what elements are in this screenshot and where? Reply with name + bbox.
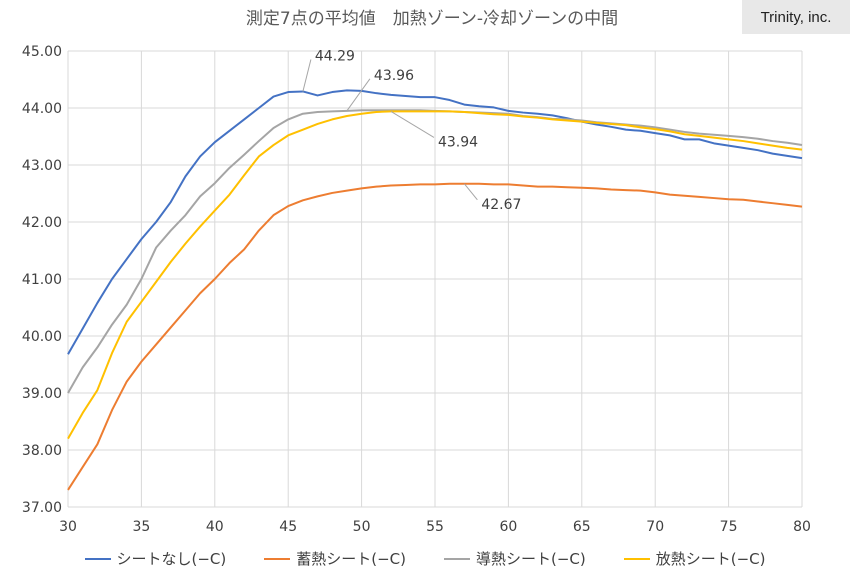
legend-item: 蓄熱シート(−C) <box>264 548 406 569</box>
y-tick-label: 42.00 <box>22 215 62 231</box>
legend-label: 放熱シート(−C) <box>655 550 766 568</box>
y-tick-label: 41.00 <box>22 272 62 288</box>
series-line-4 <box>67 110 803 440</box>
legend-swatch <box>444 557 470 560</box>
x-tick-label: 60 <box>499 519 517 535</box>
x-tick-label: 50 <box>353 519 371 535</box>
data-label: 43.96 <box>374 68 414 84</box>
x-tick-label: 80 <box>793 519 811 535</box>
data-label-leader <box>346 78 371 112</box>
legend-label: シートなし(−C) <box>116 550 227 568</box>
y-tick-label: 37.00 <box>22 500 62 516</box>
data-label-leader <box>463 183 478 201</box>
x-tick-label: 35 <box>132 519 150 535</box>
y-tick-label: 39.00 <box>22 386 62 402</box>
x-tick-label: 70 <box>646 519 664 535</box>
legend-item: シートなし(−C) <box>84 548 227 569</box>
series-line-2 <box>67 182 803 491</box>
data-label-leader <box>390 110 435 138</box>
x-tick-label: 45 <box>279 519 297 535</box>
legend-label: 蓄熱シート(−C) <box>296 550 406 568</box>
data-label: 44.29 <box>315 48 355 64</box>
data-label: 42.67 <box>481 197 521 213</box>
y-tick-label: 45.00 <box>22 44 62 60</box>
x-tick-label: 40 <box>206 519 224 535</box>
legend-swatch <box>623 557 650 560</box>
x-tick-label: 65 <box>573 519 591 535</box>
legend-item: 導熱シート(−C) <box>444 548 586 569</box>
x-tick-label: 55 <box>426 519 444 535</box>
legend-swatch <box>84 557 111 560</box>
data-label-leader <box>302 59 312 92</box>
chart-legend: シートなし(−C) 蓄熱シート(−C) 導熱シート(−C) 放熱シート(−C) <box>0 548 850 569</box>
legend-swatch <box>264 557 291 560</box>
data-label: 43.94 <box>438 134 478 150</box>
brand-badge: Trinity, inc. <box>742 0 850 34</box>
chart-title: 測定7点の平均値 加熱ゾーン-冷却ゾーンの中間 <box>246 9 618 29</box>
y-tick-label: 44.00 <box>22 101 62 117</box>
legend-label: 導熱シート(−C) <box>476 550 586 568</box>
series-line-1 <box>67 89 803 355</box>
x-tick-label: 30 <box>59 519 77 535</box>
x-tick-label: 75 <box>720 519 738 535</box>
y-tick-label: 38.00 <box>22 443 62 459</box>
legend-item: 放熱シート(−C) <box>623 548 766 569</box>
y-tick-label: 40.00 <box>22 329 62 345</box>
y-tick-label: 43.00 <box>22 158 62 174</box>
